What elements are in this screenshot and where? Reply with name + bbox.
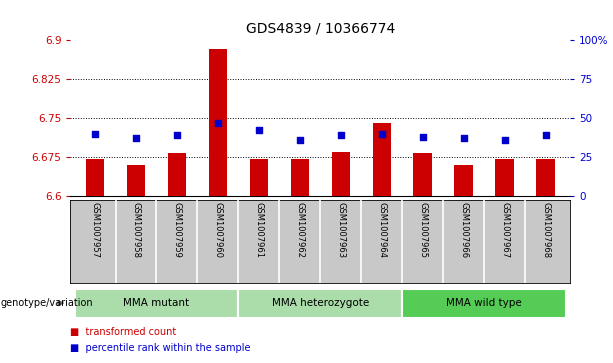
- Point: [295, 137, 305, 143]
- Point: [213, 120, 223, 126]
- Text: MMA wild type: MMA wild type: [446, 298, 522, 308]
- Text: GSM1007966: GSM1007966: [459, 202, 468, 258]
- Point: [254, 127, 264, 133]
- Point: [500, 137, 509, 143]
- Text: GSM1007962: GSM1007962: [295, 202, 304, 258]
- Text: ■  transformed count: ■ transformed count: [70, 327, 177, 337]
- Point: [336, 132, 346, 138]
- Text: GSM1007968: GSM1007968: [541, 202, 550, 258]
- Bar: [495, 159, 514, 196]
- Point: [541, 132, 550, 138]
- Text: GSM1007959: GSM1007959: [172, 202, 181, 258]
- Bar: [413, 153, 432, 196]
- Title: GDS4839 / 10366774: GDS4839 / 10366774: [246, 22, 395, 36]
- Bar: [249, 159, 268, 196]
- Bar: [86, 159, 104, 196]
- Text: GSM1007958: GSM1007958: [132, 202, 140, 258]
- Text: MMA mutant: MMA mutant: [123, 298, 189, 308]
- Bar: [238, 289, 402, 318]
- Text: ■  percentile rank within the sample: ■ percentile rank within the sample: [70, 343, 251, 354]
- Bar: [454, 165, 473, 196]
- Text: GSM1007967: GSM1007967: [500, 202, 509, 258]
- Bar: [402, 289, 566, 318]
- Point: [377, 131, 387, 136]
- Text: GSM1007965: GSM1007965: [418, 202, 427, 258]
- Point: [172, 132, 182, 138]
- Point: [459, 135, 468, 141]
- Text: GSM1007960: GSM1007960: [213, 202, 223, 258]
- Text: GSM1007963: GSM1007963: [337, 202, 345, 258]
- Bar: [332, 152, 350, 196]
- Bar: [536, 159, 555, 196]
- Point: [90, 131, 100, 136]
- Bar: [373, 123, 391, 196]
- Point: [131, 135, 141, 141]
- Text: genotype/variation: genotype/variation: [1, 298, 93, 308]
- Bar: [208, 49, 227, 196]
- Bar: [127, 165, 145, 196]
- Point: [418, 134, 428, 140]
- Text: GSM1007961: GSM1007961: [254, 202, 264, 258]
- Text: GSM1007964: GSM1007964: [377, 202, 386, 258]
- Bar: [75, 289, 238, 318]
- Text: GSM1007957: GSM1007957: [91, 202, 99, 258]
- Bar: [168, 153, 186, 196]
- Text: MMA heterozygote: MMA heterozygote: [272, 298, 369, 308]
- Bar: [291, 159, 309, 196]
